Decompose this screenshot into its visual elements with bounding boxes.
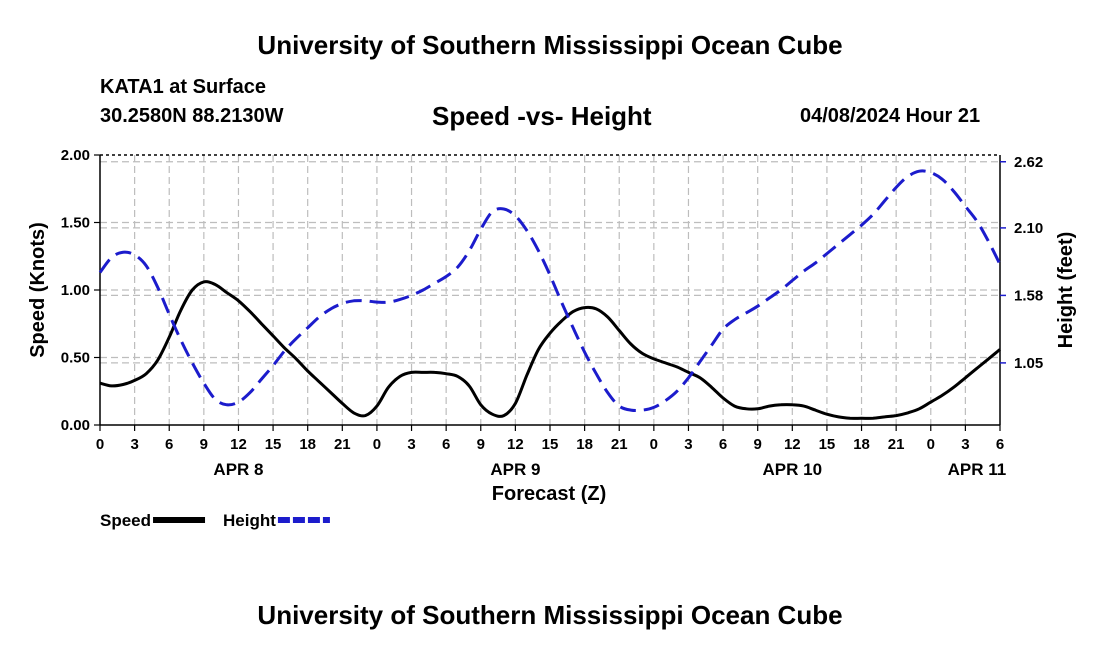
x-tick-label: 18 — [853, 436, 870, 453]
date-label: APR 11 — [948, 460, 1007, 479]
x-tick-label: 0 — [650, 436, 658, 453]
x-tick-label: 0 — [927, 436, 935, 453]
page-title: University of Southern Mississippi Ocean… — [257, 30, 843, 60]
x-tick-label: 18 — [576, 436, 593, 453]
x-tick-label: 3 — [407, 436, 415, 453]
grid-lines — [100, 155, 1000, 425]
x-tick-label: 3 — [684, 436, 692, 453]
x-tick-label: 12 — [230, 436, 247, 453]
x-tick-label: 15 — [265, 436, 282, 453]
data-series — [98, 169, 1002, 420]
y-tick-label: 0.00 — [61, 417, 90, 434]
chart-subtitle: Speed -vs- Height — [432, 101, 652, 131]
date-label: APR 8 — [213, 460, 263, 479]
station-label: KATA1 at Surface — [100, 76, 266, 98]
y-tick-label: 1.00 — [61, 282, 90, 299]
x-tick-label: 21 — [888, 436, 905, 453]
x-tick-label: 21 — [334, 436, 351, 453]
y2-axis-label: Height (feet) — [1055, 232, 1077, 349]
x-tick-label: 21 — [611, 436, 628, 453]
series-line-speed — [99, 280, 1001, 420]
axes: 0 3 6 9 12 15 18 21 0 3 6 9 12 15 18 21 0 3 6 9 12 15 18 21 0 3 6 A… — [61, 147, 1043, 479]
y2-tick-label: 2.10 — [1014, 220, 1043, 237]
footer-title: University of Southern Mississippi Ocean… — [257, 600, 843, 630]
x-tick-label: 3 — [130, 436, 138, 453]
y-tick-label: 0.50 — [61, 350, 90, 367]
station-coordinates: 30.2580N 88.2130W — [100, 105, 284, 127]
x-tick-label: 9 — [754, 436, 762, 453]
x-tick-label: 0 — [373, 436, 381, 453]
y2-tick-label: 1.05 — [1014, 355, 1043, 372]
y2-tick-label: 2.62 — [1014, 154, 1043, 171]
y-axis-label: Speed (Knots) — [27, 222, 49, 358]
date-label: APR 10 — [763, 460, 823, 479]
x-tick-label: 12 — [784, 436, 801, 453]
y-tick-label: 2.00 — [61, 147, 90, 164]
y-tick-label: 1.50 — [61, 215, 90, 232]
legend-label-speed: Speed — [100, 511, 151, 530]
x-tick-label: 6 — [719, 436, 727, 453]
series-line-height — [98, 169, 1002, 413]
x-tick-label: 9 — [200, 436, 208, 453]
x-tick-label: 15 — [542, 436, 559, 453]
x-tick-label: 3 — [961, 436, 969, 453]
x-tick-label: 15 — [819, 436, 836, 453]
x-tick-label: 18 — [299, 436, 316, 453]
date-label: APR 9 — [490, 460, 540, 479]
x-axis-label: Forecast (Z) — [492, 483, 606, 505]
x-tick-label: 9 — [477, 436, 485, 453]
x-tick-label: 6 — [996, 436, 1004, 453]
legend: Speed Height — [100, 511, 330, 530]
x-tick-label: 6 — [442, 436, 450, 453]
legend-label-height: Height — [223, 511, 276, 530]
forecast-datetime: 04/08/2024 Hour 21 — [800, 105, 981, 127]
x-tick-label: 6 — [165, 436, 173, 453]
x-tick-label: 0 — [96, 436, 104, 453]
y2-tick-label: 1.58 — [1014, 287, 1043, 304]
x-tick-label: 12 — [507, 436, 524, 453]
